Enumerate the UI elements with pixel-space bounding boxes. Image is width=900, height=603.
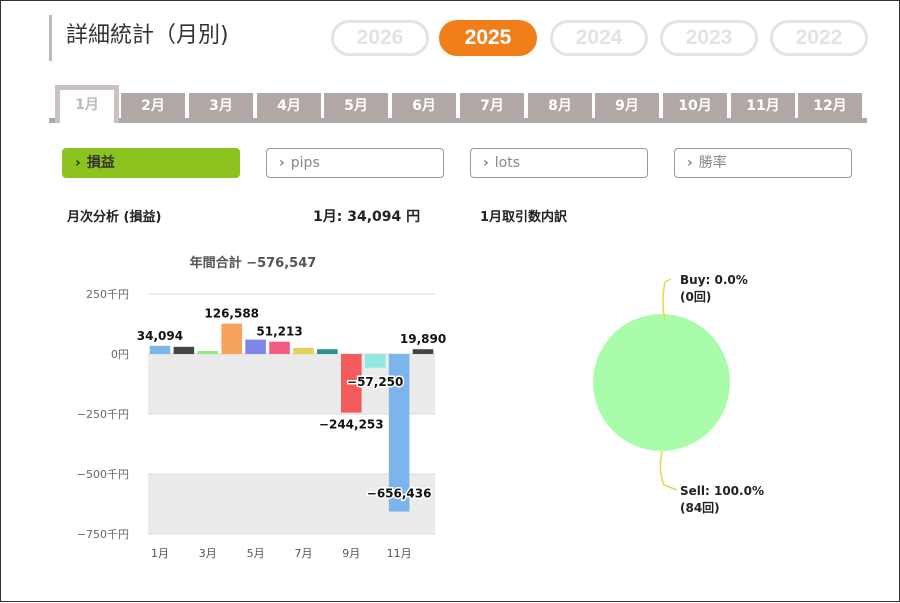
bar-3 [197, 351, 219, 354]
y-tick-label: −750千円 [77, 528, 129, 541]
bar-8 [317, 349, 338, 354]
month-tab-8[interactable]: 8月 [528, 93, 592, 119]
pie-connector-sell [659, 450, 678, 491]
month-tabs-bar [49, 118, 867, 123]
monthly-analysis-title: 月次分析 (損益) [67, 210, 162, 225]
bar-9 [341, 354, 362, 413]
bar-2 [173, 346, 195, 354]
month-tab-3[interactable]: 3月 [189, 93, 253, 119]
page-title: 詳細統計（月別) [49, 15, 229, 61]
data-label: 19,890 [400, 332, 446, 346]
bar-6 [269, 341, 290, 354]
x-tick-label: 3月 [199, 547, 217, 560]
bar-12 [412, 349, 434, 354]
plot-band [148, 354, 435, 414]
bar-10 [364, 354, 386, 368]
bar-5 [245, 339, 266, 354]
month-tab-5[interactable]: 5月 [324, 93, 388, 119]
year-tab-2022[interactable]: 2022 [770, 20, 868, 56]
month-tab-12[interactable]: 12月 [798, 93, 862, 119]
month-tab-10[interactable]: 10月 [663, 93, 727, 119]
data-label: 126,588 [204, 307, 259, 321]
pie-label-sell: Sell: 100.0% [680, 484, 764, 498]
data-label: −244,253 [319, 418, 384, 432]
month-tab-6[interactable]: 6月 [392, 93, 456, 119]
metric-button-label: lots [494, 155, 521, 171]
x-tick-label: 9月 [342, 547, 360, 560]
y-tick-label: −250千円 [77, 408, 129, 421]
data-label: 51,213 [256, 325, 302, 339]
y-tick-label: 250千円 [86, 288, 129, 301]
chevron-right-icon: › [75, 155, 81, 171]
x-tick-label: 1月 [151, 547, 169, 560]
bar-1 [149, 345, 171, 354]
y-tick-label: −500千円 [77, 468, 129, 481]
year-tab-2025[interactable]: 2025 [439, 20, 537, 56]
metric-button-winrate[interactable]: › 勝率 [674, 148, 852, 178]
metric-button-profit[interactable]: › 損益 [62, 148, 240, 178]
data-label: −57,250 [347, 375, 403, 389]
pie-connector-buy [662, 278, 672, 322]
x-tick-label: 11月 [387, 547, 412, 560]
pie-sub-buy: (0回) [680, 290, 711, 304]
plot-band [148, 474, 435, 534]
pie-slice-sell [593, 314, 730, 451]
month-tab-4[interactable]: 4月 [257, 93, 321, 119]
month-tab-11[interactable]: 11月 [731, 93, 795, 119]
data-label: −656,436 [367, 487, 432, 501]
month-tab-9[interactable]: 9月 [595, 93, 659, 119]
month-tab-2[interactable]: 2月 [121, 93, 185, 119]
month-tab-1[interactable]: 1月 [55, 85, 119, 123]
metric-button-label: 損益 [86, 155, 115, 171]
month-value: 1月: 34,094 円 [313, 209, 421, 225]
month-tab-7[interactable]: 7月 [460, 93, 524, 119]
year-tab-2026[interactable]: 2026 [331, 20, 429, 56]
chevron-right-icon: › [483, 155, 489, 171]
metric-button-pips[interactable]: › pips [266, 148, 444, 178]
metric-button-label: 勝率 [698, 155, 727, 171]
year-tab-2023[interactable]: 2023 [660, 20, 758, 56]
bar-4 [221, 323, 242, 354]
chart-title: 年間合計 −576,547 [190, 255, 317, 271]
chevron-right-icon: › [687, 155, 693, 171]
data-label: 34,094 [137, 329, 183, 343]
x-tick-label: 7月 [294, 547, 312, 560]
year-tab-2024[interactable]: 2024 [550, 20, 648, 56]
metric-button-label: pips [290, 155, 320, 171]
metric-button-lots[interactable]: › lots [470, 148, 648, 178]
x-tick-label: 5月 [247, 547, 265, 560]
breakdown-title: 1月取引数内訳 [480, 210, 568, 225]
bar-7 [293, 348, 314, 354]
pie-label-buy: Buy: 0.0% [680, 273, 748, 287]
bar-11 [388, 354, 410, 512]
chevron-right-icon: › [279, 155, 285, 171]
pie-sub-sell: (84回) [680, 501, 720, 515]
y-tick-label: 0円 [111, 348, 129, 361]
